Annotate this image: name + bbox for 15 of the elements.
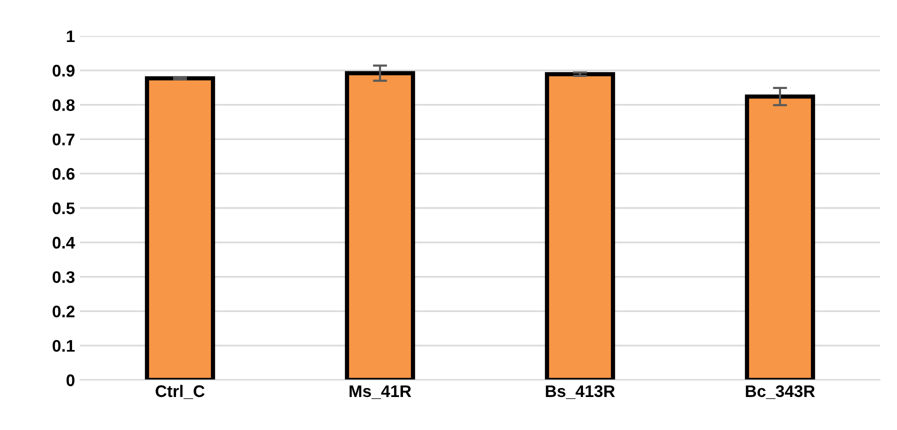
y-tick-label: 0.6 — [52, 168, 75, 180]
y-tick-label: 0.8 — [52, 99, 75, 112]
x-tick-label: Ms_41R — [350, 385, 412, 399]
y-tick-label: 0.5 — [52, 202, 75, 214]
y-tick-label: 0.3 — [52, 271, 75, 284]
y-tick-label: 0 — [66, 374, 74, 386]
x-tick-label: Bs_413R — [546, 385, 615, 399]
x-tick-label: Ctrl_C — [156, 384, 205, 399]
y-tick-label: 0.1 — [52, 340, 75, 352]
x-tick-label: Bc_343R — [746, 385, 815, 399]
y-tick-label: 0.9 — [52, 64, 75, 77]
y-tick-label: 0.7 — [52, 134, 74, 146]
y-tick-label: 0.2 — [52, 306, 74, 318]
y-tick-label: 0.4 — [52, 236, 76, 249]
y-tick-label: 1 — [66, 30, 75, 42]
